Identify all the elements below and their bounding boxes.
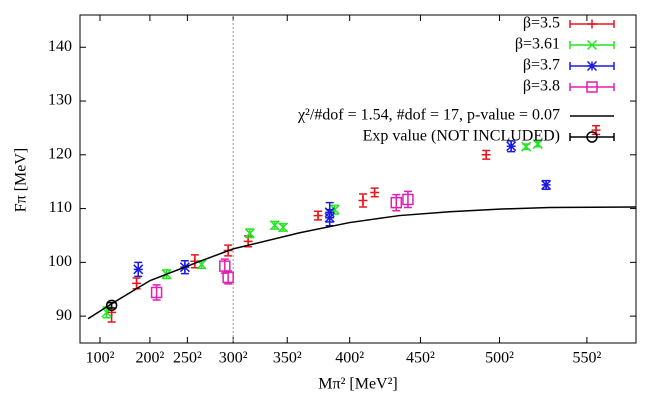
data-point xyxy=(532,139,543,150)
data-point xyxy=(105,299,118,312)
plot-frame xyxy=(79,14,637,344)
marker xyxy=(521,141,532,152)
y-tick-label: 100 xyxy=(48,253,72,270)
y-tick-label: 130 xyxy=(48,92,72,109)
data-point xyxy=(390,193,403,212)
data-point xyxy=(244,228,255,239)
marker xyxy=(133,264,144,275)
data-point xyxy=(370,187,380,198)
data-point xyxy=(313,210,323,221)
data-point xyxy=(506,140,517,153)
legend-marker xyxy=(586,131,598,143)
marker xyxy=(150,286,163,299)
marker xyxy=(506,141,517,152)
data-point xyxy=(222,270,234,285)
x-tick-label: 550² xyxy=(572,350,601,367)
data-point xyxy=(269,220,280,231)
legend-marker xyxy=(586,39,598,51)
x-tick-label: 400² xyxy=(335,350,364,367)
marker xyxy=(243,236,253,246)
marker xyxy=(244,228,255,239)
y-tick-label: 140 xyxy=(48,38,72,55)
marker xyxy=(390,196,403,209)
legend-errorbar xyxy=(569,133,615,141)
marker xyxy=(481,150,491,160)
marker xyxy=(278,222,289,233)
x-tick-label: 300² xyxy=(219,350,248,367)
x-tick-label: 250² xyxy=(173,350,202,367)
x-tick-label: 350² xyxy=(273,350,302,367)
marker xyxy=(313,211,323,221)
error-bar xyxy=(107,301,116,309)
marker xyxy=(105,299,118,312)
data-point xyxy=(150,284,163,301)
data-point xyxy=(358,193,368,208)
legend-label: β=3.61 xyxy=(515,36,560,53)
data-point xyxy=(402,190,414,209)
marker xyxy=(370,187,380,197)
legend-marker xyxy=(586,81,598,93)
data-point xyxy=(278,222,289,233)
x-tick-label: 450² xyxy=(406,350,435,367)
y-tick-label: 110 xyxy=(49,199,72,216)
legend-label: Exp value (NOT INCLUDED) xyxy=(363,128,560,145)
fit-line xyxy=(87,206,637,320)
data-point xyxy=(541,179,552,190)
marker xyxy=(269,220,280,231)
marker xyxy=(132,278,142,288)
legend-marker xyxy=(586,60,598,72)
x-tick-label: 200² xyxy=(136,350,165,367)
x-axis-label: Mπ² [MeV²] xyxy=(318,376,397,393)
data-point xyxy=(481,149,491,160)
y-tick-label: 120 xyxy=(48,145,72,162)
data-point xyxy=(521,141,532,152)
x-tick-label: 500² xyxy=(485,350,514,367)
marker xyxy=(107,307,117,317)
marker xyxy=(324,212,335,223)
marker xyxy=(532,139,543,150)
legend-label: β=3.8 xyxy=(523,78,560,95)
y-axis-label: Fπ [MeV] xyxy=(13,148,30,213)
legend-label: β=3.5 xyxy=(523,15,560,32)
marker xyxy=(222,271,234,284)
data-point xyxy=(133,261,144,278)
marker xyxy=(541,179,552,190)
marker xyxy=(358,196,368,206)
legend-label: χ²/#dof = 1.54, #dof = 17, p-value = 0.0… xyxy=(297,107,560,124)
marker xyxy=(402,193,414,206)
legend-label: β=3.7 xyxy=(523,57,560,74)
x-tick-label: 100² xyxy=(86,350,115,367)
y-tick-label: 90 xyxy=(56,307,72,324)
data-point xyxy=(132,277,142,290)
legend-errorbar xyxy=(569,83,615,91)
legend-marker xyxy=(587,19,597,29)
